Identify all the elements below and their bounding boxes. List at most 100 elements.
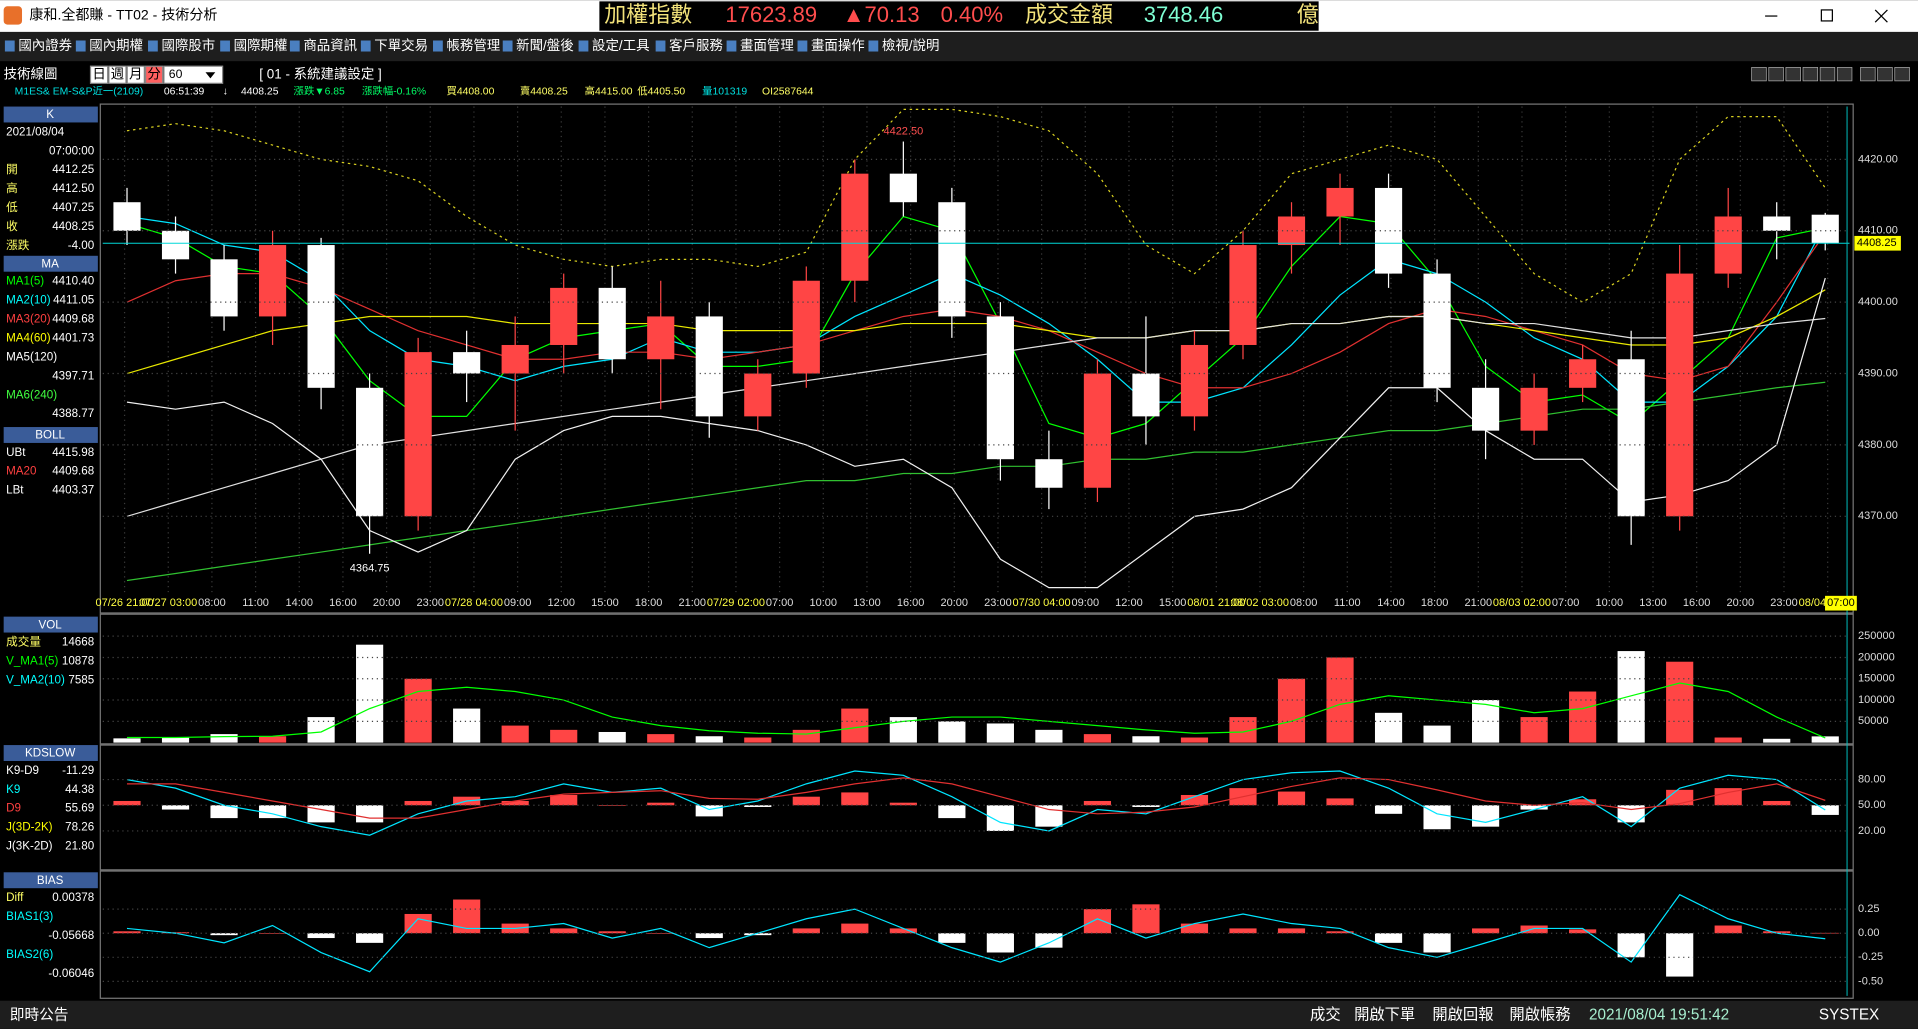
x-tick-label: 08:00 [198, 597, 226, 609]
tool[interactable] [1751, 67, 1767, 82]
y-tick-label: -0.50 [1858, 975, 1883, 987]
period-button[interactable] [126, 65, 145, 84]
window-controls[interactable] [1765, 9, 1888, 23]
indicator-line [126, 770, 1826, 836]
tool[interactable] [1860, 67, 1876, 82]
legend-value: 07:00:00 [49, 144, 94, 157]
tool[interactable] [1819, 67, 1836, 82]
period-label[interactable]: 週 [111, 66, 124, 81]
menu-icon[interactable] [289, 40, 300, 52]
interval-select[interactable] [163, 65, 224, 84]
tool[interactable] [1894, 67, 1910, 82]
close[interactable] [1874, 9, 1888, 23]
menu-item[interactable]: 國內證券 [18, 37, 72, 53]
tool[interactable] [1785, 67, 1801, 82]
menu-item[interactable]: 新聞/盤後 [516, 38, 574, 53]
section-title: BOLL [35, 429, 65, 442]
menu-item[interactable]: 客戶服務 [669, 37, 723, 53]
candle-body [1229, 245, 1257, 345]
menu-item[interactable]: 國際股市 [161, 37, 215, 53]
plot-area [113, 644, 1839, 743]
price-annotation: 4364.75 [350, 562, 390, 574]
y-tick-label: 200000 [1858, 651, 1895, 663]
menu-icon[interactable] [655, 40, 666, 52]
volume-bar [1763, 738, 1791, 743]
tool[interactable] [1836, 67, 1853, 82]
plot-area [113, 893, 1839, 977]
legend-value: 4411.05 [53, 294, 94, 307]
menu-item[interactable]: 商品資訊 [303, 38, 357, 53]
diff-bar [1083, 909, 1112, 934]
tool[interactable] [1768, 67, 1784, 82]
restore[interactable] [1820, 9, 1833, 22]
interval[interactable]: 60 [169, 67, 183, 81]
candle-body [938, 202, 966, 317]
menu-icon[interactable] [726, 40, 737, 52]
diff-bar [210, 933, 238, 936]
legend-label: MA1(5) [6, 275, 44, 288]
x-tick-label: 09:00 [504, 597, 532, 609]
period-label[interactable]: 日 [92, 66, 105, 81]
section-header [3, 255, 98, 272]
menu-icon[interactable] [868, 40, 879, 52]
menu-icon[interactable] [433, 40, 443, 52]
menu-icon[interactable] [75, 40, 86, 52]
volume-bar [550, 729, 578, 743]
status-item[interactable]: 開啟帳務 [1509, 1006, 1570, 1023]
menu-item[interactable]: 設定/工具 [592, 38, 649, 53]
menu-icon[interactable] [148, 40, 158, 52]
x-tick-label: 16:00 [897, 597, 925, 609]
menu-item[interactable]: 畫面管理 [740, 38, 794, 53]
tool[interactable] [1802, 67, 1819, 82]
menu-icon[interactable] [502, 40, 513, 52]
menu-item[interactable]: 國際期權 [234, 38, 288, 53]
candle-body [1472, 387, 1500, 431]
x-tick-label: 13:00 [853, 597, 881, 609]
period-button[interactable] [144, 65, 164, 84]
candle-body [501, 344, 529, 374]
diff-bar [1520, 805, 1548, 810]
status-item[interactable]: 開啟回報 [1432, 1006, 1493, 1023]
period-label[interactable]: 月 [129, 66, 142, 81]
menu-item[interactable]: 下單交易 [374, 37, 428, 53]
diff-bar [986, 805, 1014, 831]
status-item[interactable]: 成交 [1310, 1005, 1341, 1023]
period-button[interactable] [108, 65, 127, 84]
indicator-line [126, 682, 1826, 739]
diff-bar [841, 792, 869, 806]
menu-item[interactable]: 畫面操作 [811, 38, 865, 53]
x-tick-label: 21:00 [1465, 597, 1493, 609]
menu-icon[interactable] [797, 40, 808, 52]
chart-tools[interactable] [1751, 67, 1910, 82]
diff-bar [1326, 931, 1354, 934]
section-title: MA [41, 257, 59, 270]
ticker-item: 億 [1297, 2, 1319, 27]
legend-label: MA2(10) [6, 294, 51, 307]
menu-icon[interactable] [4, 40, 15, 52]
candle-body [1569, 359, 1597, 388]
section-header [3, 427, 98, 443]
y-tick-label: 0.25 [1858, 903, 1879, 915]
status-left[interactable]: 即時公告 [10, 1006, 69, 1023]
diff-bar [356, 805, 384, 823]
menu-icon[interactable] [360, 40, 371, 52]
period-button[interactable] [89, 65, 109, 84]
frame [99, 744, 1854, 871]
period-label[interactable]: 分 [147, 66, 160, 81]
status-item[interactable]: 開啟下單 [1354, 1006, 1415, 1023]
volume-bar [356, 644, 384, 743]
diff-bar [1180, 923, 1209, 934]
y-tick-label: 50000 [1858, 715, 1889, 727]
menu-item[interactable]: 檢視/說明 [882, 37, 939, 53]
tool[interactable] [1877, 67, 1893, 82]
candle-body [841, 173, 869, 281]
candle-body [1666, 273, 1694, 517]
menu-icon[interactable] [578, 40, 589, 52]
candle-body [1132, 373, 1160, 417]
menu-icon[interactable] [220, 40, 230, 52]
menu-item[interactable]: 國內期權 [89, 38, 143, 53]
menu-item[interactable]: 帳務管理 [446, 38, 500, 53]
volume-bar [1083, 734, 1112, 743]
y-tick-label: 250000 [1858, 630, 1895, 642]
